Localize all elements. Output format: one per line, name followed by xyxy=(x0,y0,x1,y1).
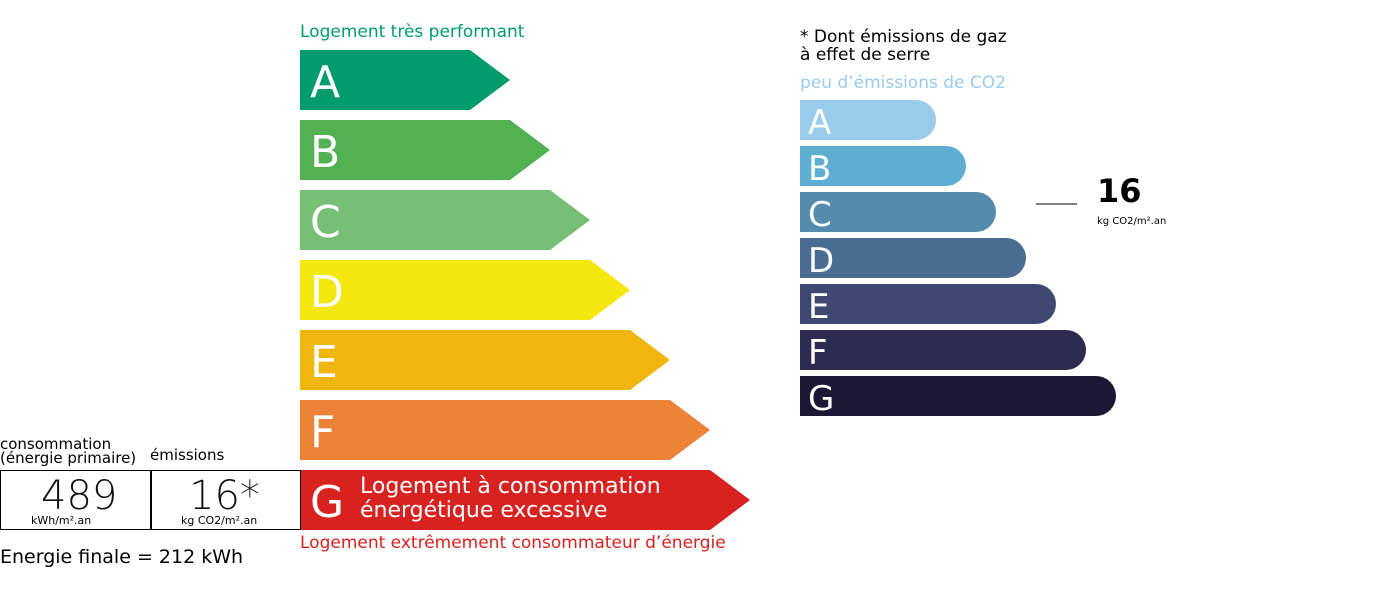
energy-class-f-bar xyxy=(300,400,710,460)
ges-class-a-bar xyxy=(800,100,936,140)
consumption-label-line1: consommation xyxy=(0,435,112,453)
energy-class-a-bar xyxy=(300,50,510,110)
ges-class-g-letter: G xyxy=(808,379,834,419)
ges-class-b-letter: B xyxy=(808,149,831,189)
ges-note-line2: à effet de serre xyxy=(800,45,931,65)
ges-class-d-bar xyxy=(800,238,1026,278)
energy-class-d-bar xyxy=(300,260,630,320)
energy-class-b-letter: B xyxy=(310,127,340,178)
ges-class-c-bar xyxy=(800,192,996,232)
energy-bottom-caption: Logement extrêmement consommateur d’éner… xyxy=(300,533,726,553)
energy-top-caption: Logement très performant xyxy=(300,22,525,42)
consumption-box: 489 kWh/m².an xyxy=(0,470,152,530)
consumption-label: consommation (énergie primaire) xyxy=(0,435,137,467)
ges-class-b-bar xyxy=(800,146,966,186)
ges-class-f-letter: F xyxy=(808,333,828,373)
energy-class-c-letter: C xyxy=(310,197,341,248)
ges-note-line1: * Dont émissions de gaz xyxy=(800,27,1007,47)
emissions-box: 16* kg CO2/m².an xyxy=(150,470,301,530)
ges-class-g-bar xyxy=(800,376,1116,416)
emissions-label: émissions xyxy=(150,446,225,464)
ges-unit: kg CO2/m².an xyxy=(1097,216,1167,227)
consumption-label-line2: (énergie primaire) xyxy=(0,449,137,467)
energy-class-c-bar xyxy=(300,190,590,250)
ges-class-c-letter: C xyxy=(808,195,832,235)
energy-class-e-letter: E xyxy=(310,337,338,388)
energy-class-b-bar xyxy=(300,120,550,180)
consumption-value: 489 xyxy=(41,473,118,519)
g-text-line2: énergétique excessive xyxy=(360,498,608,523)
energy-class-g-letter: G xyxy=(310,477,344,528)
energy-class-e-bar xyxy=(300,330,670,390)
consumption-unit: kWh/m².an xyxy=(31,514,92,527)
g-text-line1: Logement à consommation xyxy=(360,474,661,499)
ges-class-d-letter: D xyxy=(808,241,834,281)
final-energy: Energie finale = 212 kWh xyxy=(0,546,244,568)
ges-class-f-bar xyxy=(800,330,1086,370)
energy-class-f-letter: F xyxy=(310,407,335,458)
ges-note: * Dont émissions de gaz à effet de serre xyxy=(800,28,1007,64)
energy-class-a-letter: A xyxy=(310,57,340,108)
g-class-text: Logement à consommation énergétique exce… xyxy=(360,475,661,523)
ges-value: 16 xyxy=(1097,172,1142,210)
ges-class-a-letter: A xyxy=(808,103,831,143)
ges-class-e-bar xyxy=(800,284,1056,324)
emissions-value: 16* xyxy=(189,473,260,519)
ges-class-e-letter: E xyxy=(808,287,829,327)
energy-class-g-bar xyxy=(300,470,750,530)
ges-top-caption: peu d’émissions de CO2 xyxy=(800,73,1006,93)
energy-class-d-letter: D xyxy=(310,267,344,318)
emissions-unit: kg CO2/m².an xyxy=(181,514,258,527)
